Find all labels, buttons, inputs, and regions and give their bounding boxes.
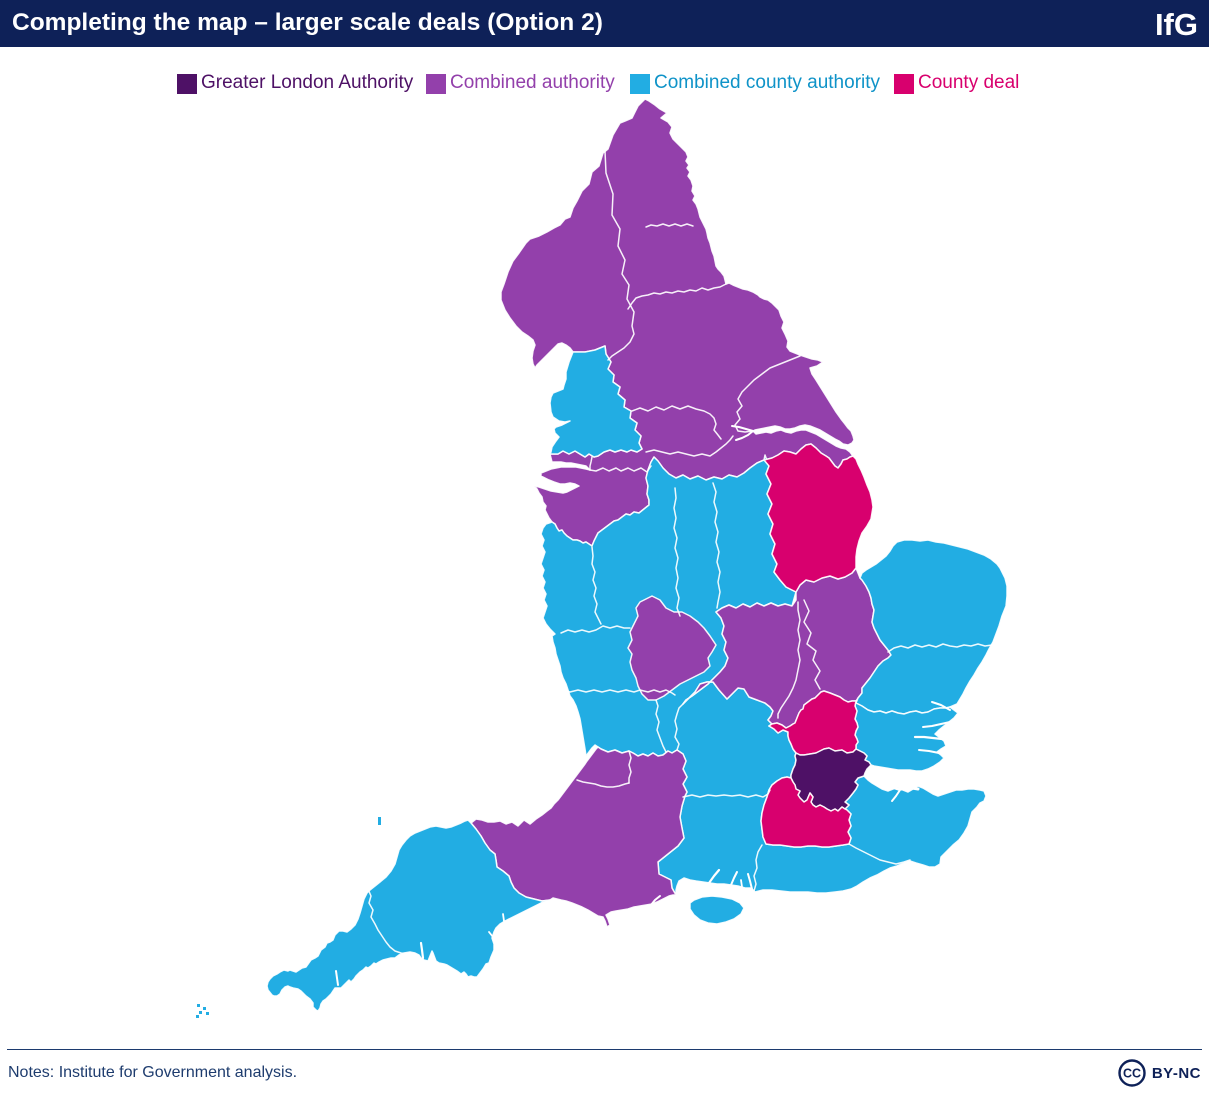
svg-text:CC: CC <box>1123 1067 1141 1081</box>
